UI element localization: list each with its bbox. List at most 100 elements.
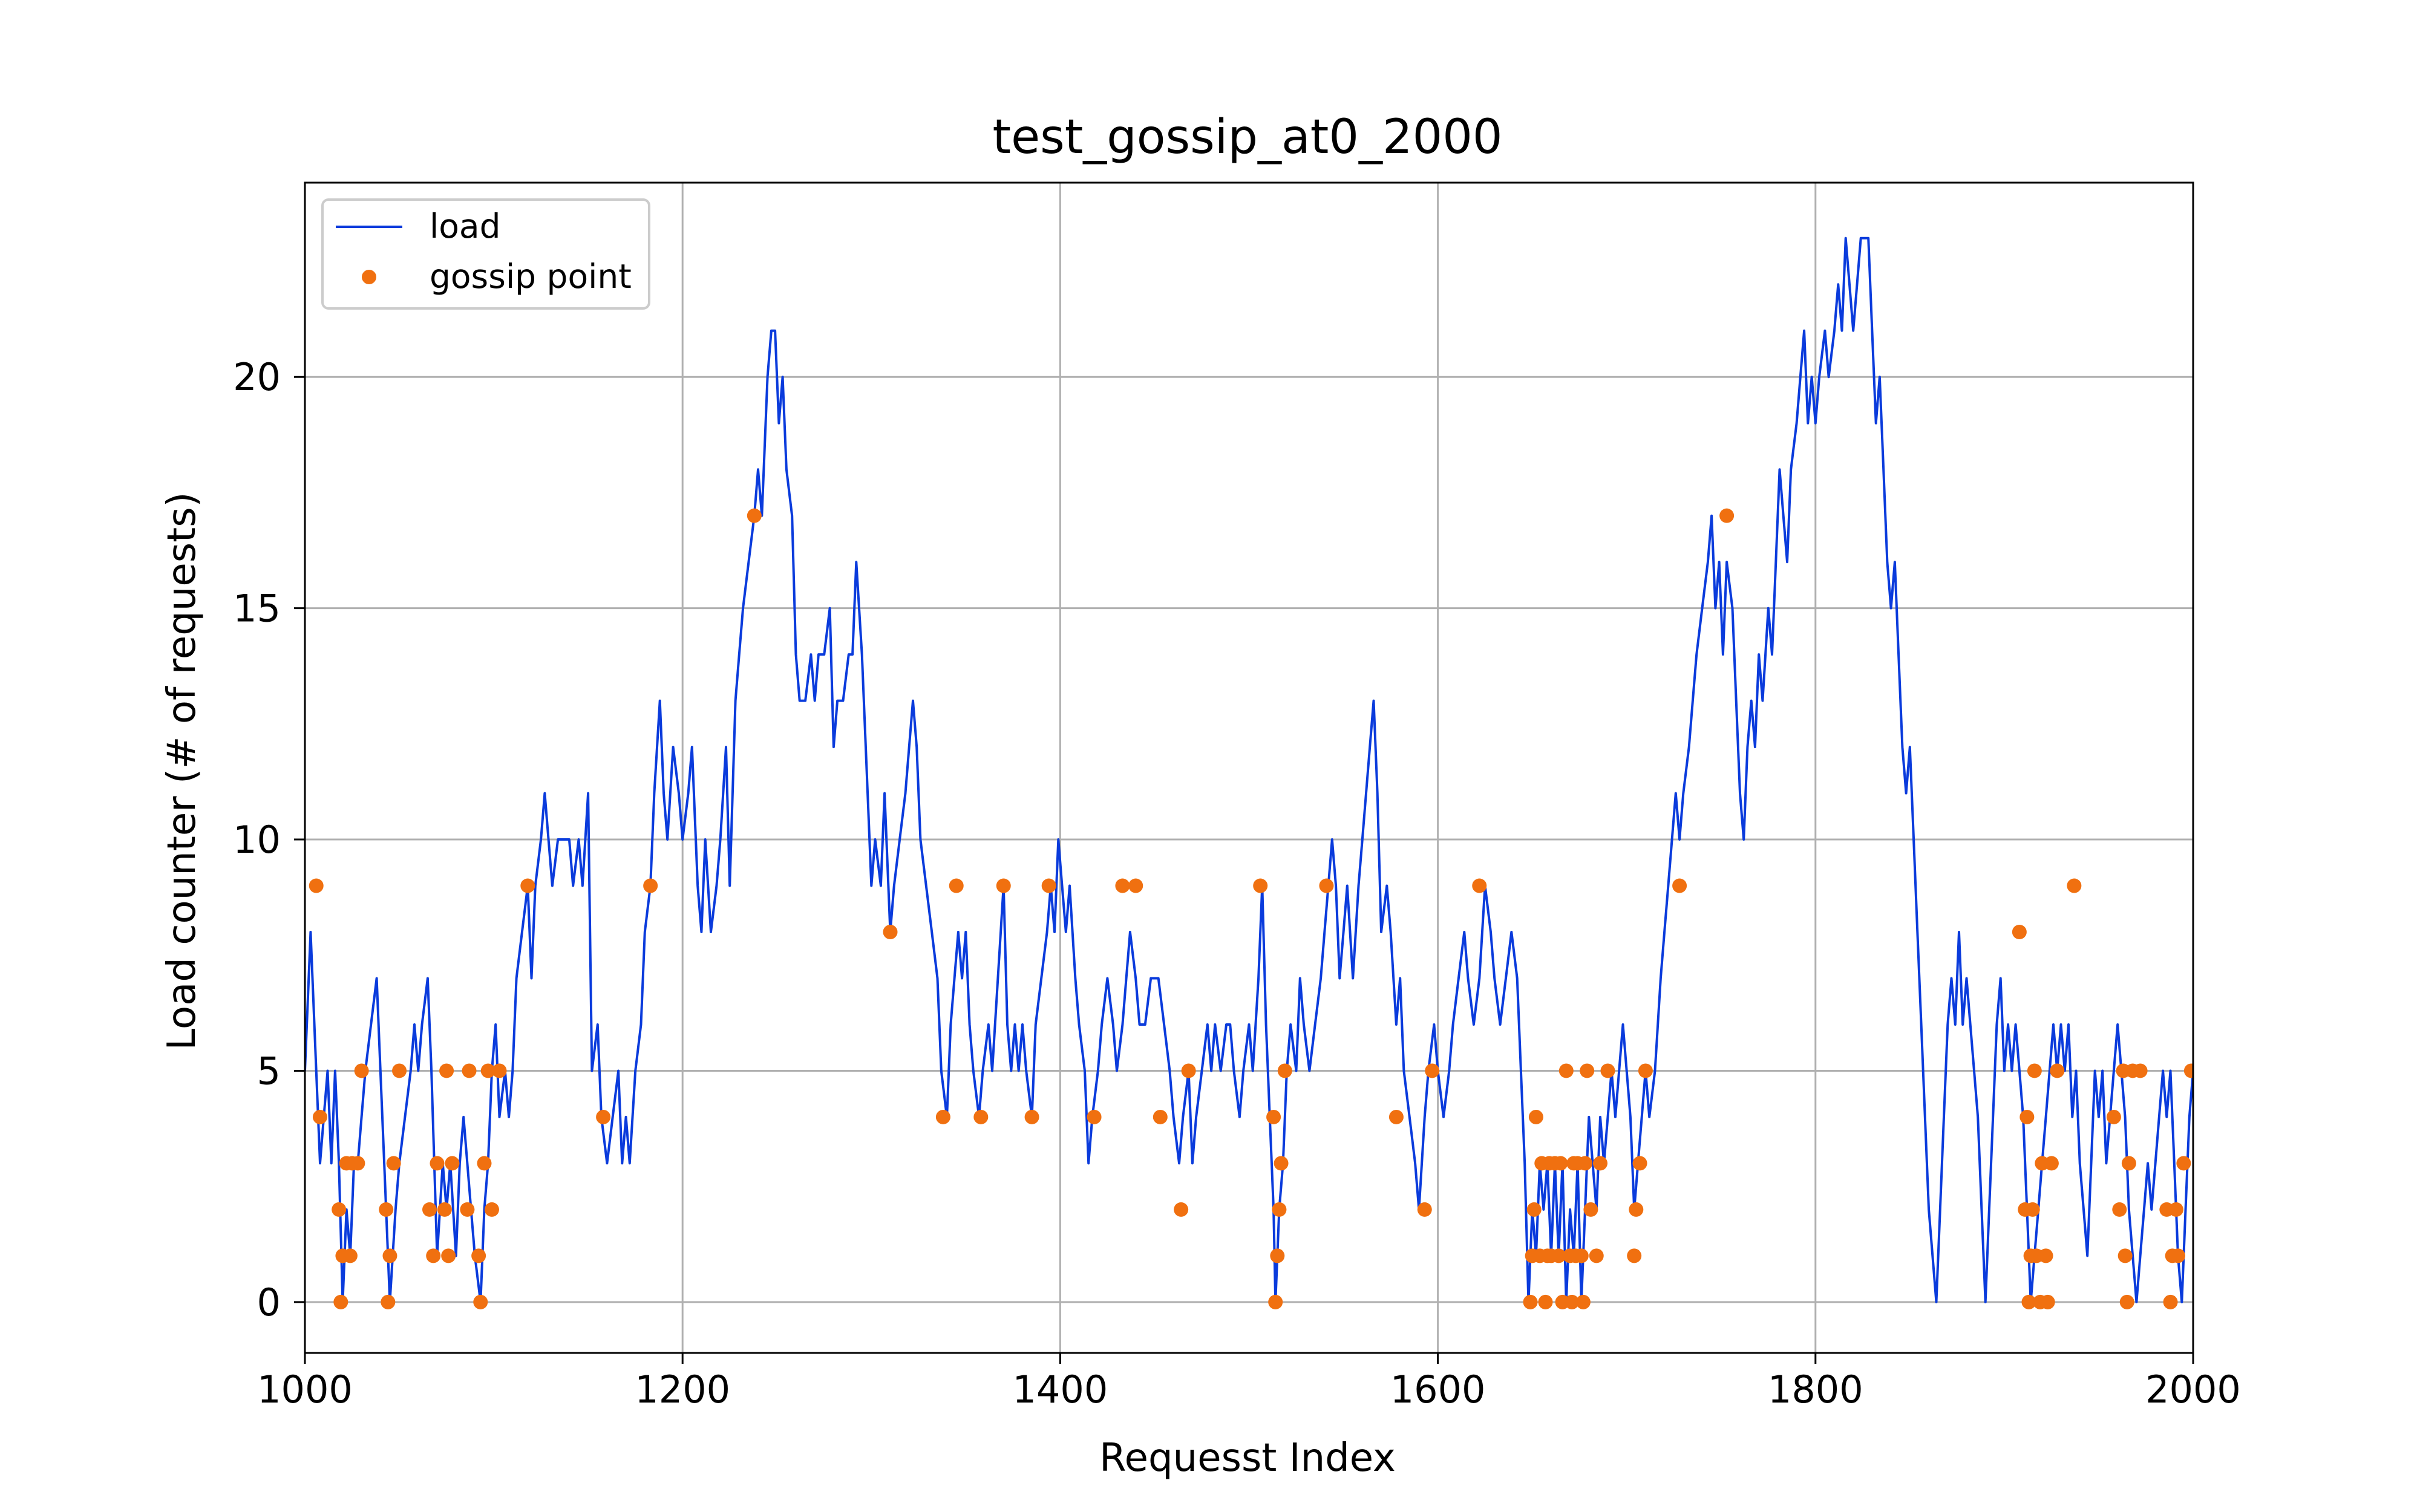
gossip-point — [492, 1063, 507, 1078]
legend-load-label: load — [430, 207, 501, 246]
gossip-point — [1551, 1248, 1566, 1263]
gossip-point — [1523, 1294, 1538, 1309]
gossip-point — [1589, 1248, 1604, 1263]
gossip-point — [1115, 878, 1130, 893]
gossip-point — [477, 1156, 492, 1171]
gossip-point — [2025, 1202, 2040, 1217]
gossip-point — [381, 1294, 396, 1309]
gossip-point — [520, 878, 535, 893]
gossip-point — [1266, 1109, 1281, 1124]
gossip-point — [2040, 1294, 2055, 1309]
gossip-point — [342, 1248, 358, 1263]
gossip-point — [312, 1109, 327, 1124]
gossip-point — [1538, 1294, 1553, 1309]
x-tick-label: 1200 — [635, 1367, 730, 1412]
gossip-point — [332, 1202, 347, 1217]
gossip-point — [430, 1156, 445, 1171]
gossip-point — [333, 1294, 348, 1309]
x-tick-label: 2000 — [2145, 1367, 2241, 1412]
gossip-point — [445, 1156, 460, 1171]
gossip-point — [1041, 878, 1056, 893]
gossip-point — [1417, 1202, 1432, 1217]
gossip-point — [643, 878, 658, 893]
gossip-point — [2050, 1063, 2065, 1078]
gossip-point — [1574, 1248, 1589, 1263]
legend-gossip-swatch — [362, 270, 376, 284]
y-axis: 0 5 10 15 20 — [233, 355, 305, 1325]
gossip-point — [473, 1294, 488, 1309]
gossip-point — [484, 1202, 499, 1217]
gossip-point — [1024, 1109, 1039, 1124]
gossip-point — [1472, 878, 1487, 893]
x-tick-label: 1600 — [1390, 1367, 1486, 1412]
gossip-point — [1629, 1202, 1644, 1217]
x-tick-label: 1800 — [1768, 1367, 1863, 1412]
gossip-point — [747, 508, 762, 523]
gossip-point — [2067, 878, 2082, 893]
gossip-point — [2183, 1063, 2193, 1078]
gossip-point — [354, 1063, 369, 1078]
x-axis-label: Requesst Index — [1099, 1436, 1396, 1481]
gossip-point — [471, 1248, 486, 1263]
gossip-point — [350, 1156, 365, 1171]
gossip-point — [2171, 1248, 2186, 1263]
gossip-point — [2027, 1063, 2042, 1078]
y-tick-label: 5 — [257, 1049, 281, 1093]
legend-box — [321, 198, 650, 310]
gossip-point — [949, 878, 964, 893]
gossip-point — [1277, 1063, 1292, 1078]
gossip-point — [309, 878, 324, 893]
gossip-point — [2168, 1202, 2183, 1217]
gossip-point — [2121, 1156, 2136, 1171]
plot-data — [305, 236, 2193, 1309]
gossip-point — [883, 925, 898, 940]
gossip-point — [2044, 1156, 2059, 1171]
gossip-point — [386, 1156, 401, 1171]
gossip-point — [1565, 1294, 1580, 1309]
gossip-point — [1719, 508, 1735, 523]
gossip-point — [2112, 1202, 2127, 1217]
gossip-point — [426, 1248, 441, 1263]
gossip-point — [2119, 1294, 2134, 1309]
x-tick-label: 1000 — [257, 1367, 353, 1412]
x-tick-label: 1400 — [1013, 1367, 1108, 1412]
x-axis: 1000 1200 1400 1600 1800 2000 — [257, 1353, 2241, 1412]
gossip-point — [1578, 1156, 1593, 1171]
gossip-point — [1272, 1202, 1287, 1217]
gossip-point — [1268, 1294, 1283, 1309]
gossip-point — [437, 1202, 452, 1217]
gossip-point — [1593, 1156, 1608, 1171]
gossip-point — [392, 1063, 407, 1078]
gossip-point — [422, 1202, 437, 1217]
chart-title: test_gossip_at0_2000 — [993, 110, 1503, 165]
gossip-point — [2118, 1248, 2133, 1263]
gossip-point — [1553, 1156, 1568, 1171]
gossip-point — [1270, 1248, 1285, 1263]
gossip-point — [1253, 878, 1268, 893]
gossip-point — [1575, 1294, 1591, 1309]
gossip-point — [1580, 1063, 1595, 1078]
gossip-point — [382, 1248, 397, 1263]
gossip-point — [441, 1248, 456, 1263]
series-load-line — [305, 236, 2193, 1303]
gossip-point — [1087, 1109, 1102, 1124]
gossip-point — [2106, 1109, 2121, 1124]
gossip-point — [1638, 1063, 1653, 1078]
gossip-point — [1632, 1156, 1647, 1171]
gossip-point — [1558, 1063, 1574, 1078]
gossip-point — [1174, 1202, 1189, 1217]
gossip-point — [1526, 1202, 1542, 1217]
legend-gossip-label: gossip point — [430, 257, 632, 296]
gossip-point — [2012, 925, 2027, 940]
gossip-point — [2176, 1156, 2191, 1171]
gossip-point — [2038, 1248, 2053, 1263]
y-tick-label: 20 — [233, 355, 281, 399]
gossip-point — [1181, 1063, 1196, 1078]
y-axis-label: Load counter (# of requests) — [160, 492, 204, 1050]
gossip-point — [2019, 1109, 2035, 1124]
legend: load gossip point — [321, 198, 650, 310]
gossip-point — [935, 1109, 950, 1124]
gossip-point — [439, 1063, 454, 1078]
plot-frame — [304, 181, 2194, 1354]
